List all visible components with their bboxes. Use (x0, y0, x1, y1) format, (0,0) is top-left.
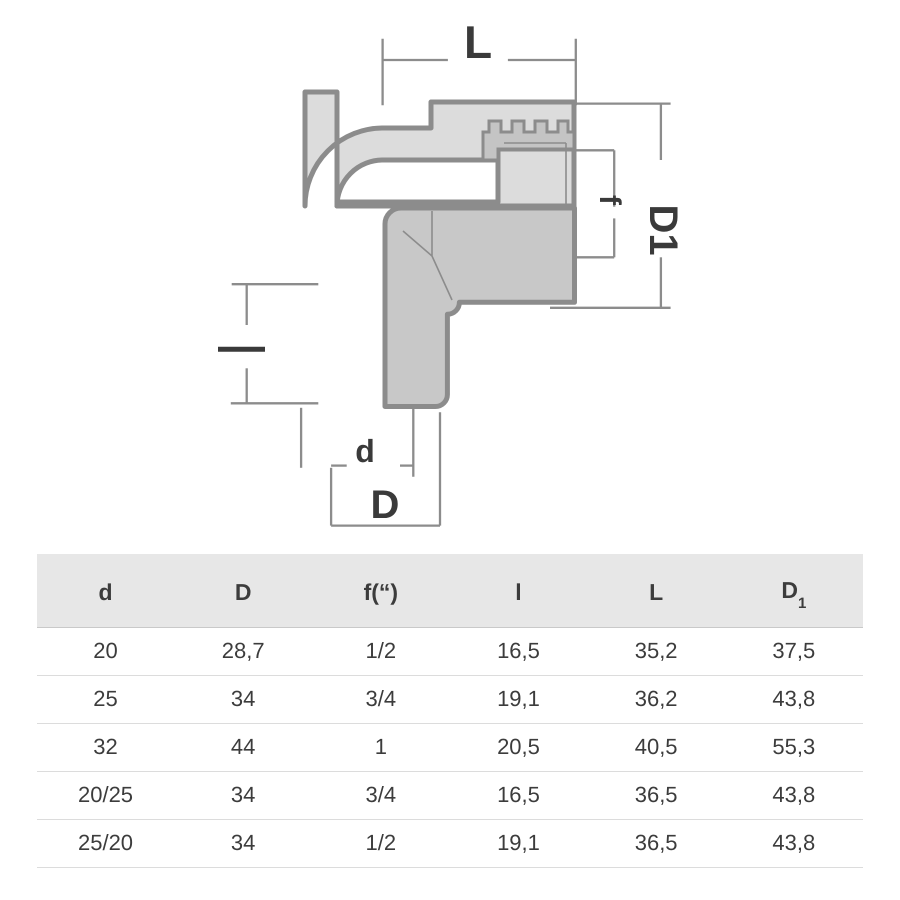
svg-text:D: D (371, 483, 400, 527)
svg-text:d: d (355, 433, 375, 469)
svg-text:D1: D1 (641, 204, 685, 255)
svg-text:L: L (464, 16, 492, 68)
svg-text:f: f (593, 195, 626, 206)
